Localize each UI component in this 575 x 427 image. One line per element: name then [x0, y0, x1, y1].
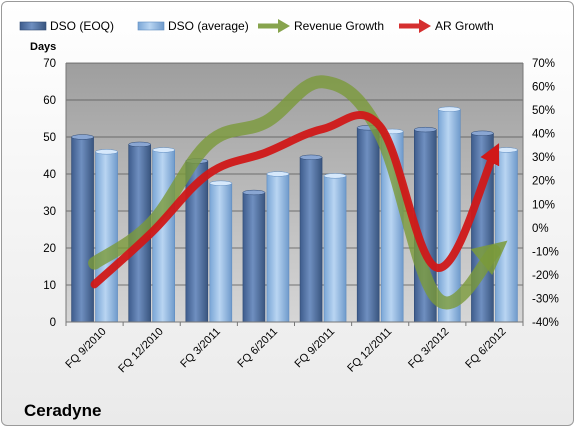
bar-dso-average-8 [495, 149, 518, 323]
x-tick-label: FQ 3/2011 [178, 326, 223, 371]
legend-dso-eoq-swatch [19, 21, 47, 31]
bar-top-dso-eoq-5 [299, 154, 323, 161]
legend-ar-growth-label: AR Growth [435, 19, 494, 33]
legend-dso-average-label: DSO (average) [168, 19, 249, 33]
y-tick-label: 50 [43, 132, 56, 144]
bar-top-dso-eoq-2 [128, 141, 151, 148]
y-tick-label: 60 [43, 95, 56, 107]
y2-tick-label: 50% [532, 105, 555, 117]
company-name: Ceradyne [24, 401, 101, 420]
legend-dso-average-swatch [137, 21, 165, 31]
legend-ar-growth-swatch [399, 19, 431, 33]
y-tick-label: 30 [43, 206, 56, 218]
bar-dso-eoq-6 [356, 127, 380, 323]
bar-dso-average-4 [266, 173, 290, 323]
line-revenue-growth [88, 75, 508, 310]
y2-tick-label: -20% [532, 270, 559, 282]
legend-revenue-growth-swatch [258, 19, 290, 33]
bar-dso-eoq-5 [299, 157, 323, 323]
bar-dso-eoq-1 [71, 136, 94, 323]
y2-tick-label: -30% [532, 293, 559, 305]
y2-tick-label: 0% [532, 223, 549, 235]
y2-tick-label: 10% [532, 199, 555, 211]
bar-top-dso-eoq-7 [414, 126, 437, 133]
x-tick-label: FQ 12/2011 [345, 326, 394, 375]
x-tick-label: FQ 9/2011 [293, 326, 338, 371]
bar-dso-average-7 [438, 108, 461, 323]
y-tick-label: 70 [43, 58, 56, 70]
legend-dso-eoq-label: DSO (EOQ) [50, 19, 114, 33]
bar-top-dso-eoq-1 [71, 134, 94, 140]
y2-tick-label: -10% [532, 246, 559, 258]
bar-top-dso-average-8 [495, 147, 518, 153]
bar-top-dso-average-4 [266, 171, 290, 177]
y-tick-label: 10 [43, 280, 56, 292]
y-tick-label: 20 [43, 243, 56, 255]
line-series [88, 75, 508, 310]
y2-tick-label: -40% [532, 317, 559, 329]
y2-tick-label: 60% [532, 82, 555, 94]
y-axis-label: Days [30, 41, 56, 53]
x-tick-label: FQ 6/2011 [235, 326, 280, 371]
bar-top-dso-eoq-4 [242, 189, 266, 196]
x-tick-label: FQ 9/2010 [63, 326, 108, 371]
bar-top-dso-average-2 [152, 147, 175, 153]
bar-top-dso-average-3 [209, 180, 233, 186]
y-tick-label: 40 [43, 169, 56, 181]
y2-tick-label: 20% [532, 176, 555, 188]
bar-top-dso-average-7 [438, 106, 461, 112]
bar-dso-eoq-4 [242, 192, 266, 323]
x-tick-label: FQ 12/2010 [116, 326, 166, 376]
bar-dso-average-1 [95, 151, 118, 323]
y2-tick-label: 70% [532, 58, 555, 70]
bar-dso-average-5 [323, 175, 347, 323]
x-tick-label: FQ 6/2012 [463, 326, 508, 371]
bar-top-dso-average-5 [323, 173, 347, 179]
y2-tick-label: 30% [532, 152, 555, 164]
line-ar-growth [90, 111, 500, 289]
legend: DSO (EOQ) DSO (average) Revenue Growth AR G… [19, 19, 494, 33]
bar-dso-average-2 [152, 149, 175, 323]
x-tick-label: FQ 3/2012 [406, 326, 451, 371]
legend-revenue-growth-label: Revenue Growth [294, 19, 384, 33]
y2-tick-label: 40% [532, 129, 555, 141]
y-tick-label: 0 [50, 317, 56, 329]
bar-top-dso-eoq-8 [471, 130, 494, 136]
bar-top-dso-average-1 [95, 149, 118, 155]
bar-dso-average-3 [209, 182, 233, 323]
bar-series [71, 106, 518, 323]
